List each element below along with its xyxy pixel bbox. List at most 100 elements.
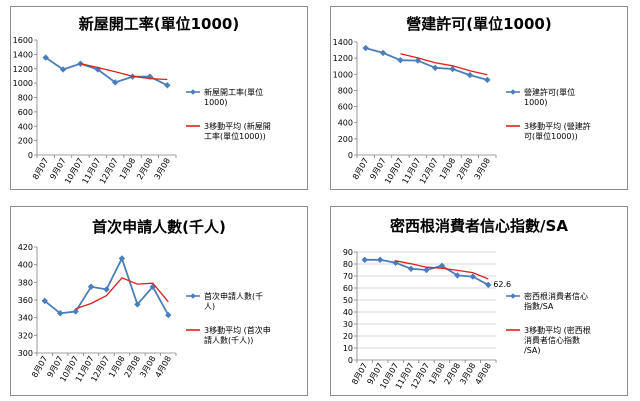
y-tick-label: 1200 xyxy=(333,54,353,63)
moving-average-line xyxy=(400,53,488,76)
y-tick-label: 0 xyxy=(348,356,353,365)
chart-panel-michigan-sentiment: 密西根消費者信心指數/SA 0 10 20 30 40 50 60 70 80 90 8月07 9月07… xyxy=(330,206,628,396)
x-tick-label: 2月08 xyxy=(455,157,474,182)
y-tick-label: 20 xyxy=(343,332,353,341)
y-tick-label: 320 xyxy=(18,331,33,340)
chart-svg: 營建許可(單位1000) 0 200 400 600 800 1000 1200 1400 8月0… xyxy=(333,15,591,186)
legend-marker xyxy=(190,293,196,299)
x-tick-label: 8月07 xyxy=(31,157,50,182)
y-tick-label: 70 xyxy=(343,272,353,281)
data-point xyxy=(87,283,95,290)
y-tick-label: 0 xyxy=(28,151,33,160)
data-point xyxy=(118,255,126,262)
x-tick-label: 2月08 xyxy=(135,157,154,182)
y-tick-label: 200 xyxy=(18,137,33,146)
legend-entry: 新屋開工率(單位 1000) xyxy=(204,87,263,107)
data-point xyxy=(431,64,439,72)
y-tick-label: 80 xyxy=(343,260,353,269)
y-tick-label: 800 xyxy=(338,86,353,95)
data-point xyxy=(134,301,141,308)
y-tick-label: 800 xyxy=(18,94,33,103)
moving-average-line xyxy=(80,62,168,81)
y-tick-label: 340 xyxy=(18,314,33,323)
y-tick-label: 400 xyxy=(18,122,33,131)
data-point xyxy=(484,76,491,84)
x-tick-label: 1月08 xyxy=(438,157,457,182)
chart-title: 新屋開工率(單位1000) xyxy=(79,15,239,33)
moving-average-line xyxy=(75,277,169,310)
y-tick-label: 1600 xyxy=(13,36,33,45)
y-tick-label: 600 xyxy=(18,108,33,117)
legend-marker xyxy=(510,89,516,95)
x-tick-label: 3月08 xyxy=(153,157,172,182)
data-point xyxy=(361,256,368,263)
y-tick-label: 400 xyxy=(18,261,33,270)
data-point xyxy=(165,311,172,319)
chart-svg: 密西根消費者信心指數/SA01020304050607080908月079月07… xyxy=(343,217,591,391)
legend-entry: 3移動平均 (營建許可(單位1000)) xyxy=(524,121,591,141)
chart-svg: 新屋開工率(單位1000) 0 200 400 600 800 1000 1200 1400 16… xyxy=(13,15,271,186)
data-point xyxy=(423,266,430,274)
y-tick-label: 90 xyxy=(343,248,353,257)
data-point xyxy=(438,262,446,269)
y-tick-label: 1200 xyxy=(13,65,33,74)
y-tick-label: 600 xyxy=(338,103,353,112)
legend-marker xyxy=(190,89,196,95)
legend-entry: 首次申請人數(千人) xyxy=(204,291,263,311)
y-tick-label: 400 xyxy=(338,119,353,128)
data-label: 62.6 xyxy=(493,280,511,289)
y-tick-label: 1400 xyxy=(13,50,33,59)
data-point xyxy=(56,310,64,317)
chart-panel-housing-starts: 新屋開工率(單位1000) 0 200 400 600 800 1000 1200 1400 16… xyxy=(10,6,308,190)
x-tick-label: 3月08 xyxy=(473,157,492,182)
legend-entry: 3移動平均 (密西根消費者信心指數/SA) xyxy=(524,325,591,355)
legend-marker xyxy=(510,293,516,299)
moving-average-line xyxy=(395,260,489,280)
chart-title: 首次申請人數(千人) xyxy=(92,218,226,236)
y-tick-label: 10 xyxy=(343,344,353,353)
x-tick-label: 4月08 xyxy=(474,362,493,387)
y-tick-label: 1000 xyxy=(13,79,33,88)
data-point xyxy=(149,283,157,290)
data-point xyxy=(72,308,79,315)
chart-panel-jobless-claims: 首次申請人數(千人) 300 320 340 360 380 400 420 8月07 9月07 1… xyxy=(10,206,308,396)
y-tick-label: 40 xyxy=(343,308,353,317)
chart-title: 營建許可(單位1000) xyxy=(406,15,551,33)
y-tick-label: 360 xyxy=(18,296,33,305)
x-tick-label: 1月08 xyxy=(118,157,137,182)
y-tick-label: 1400 xyxy=(333,38,353,47)
data-point xyxy=(469,273,477,280)
data-point xyxy=(449,65,456,73)
data-point xyxy=(392,259,399,266)
y-tick-label: 380 xyxy=(18,278,33,287)
y-tick-label: 50 xyxy=(343,296,353,305)
data-point xyxy=(362,44,369,52)
data-point xyxy=(164,82,171,89)
y-tick-label: 30 xyxy=(343,320,353,329)
x-tick-label: 4月08 xyxy=(154,355,173,380)
data-point xyxy=(379,49,387,57)
data-point xyxy=(397,56,404,64)
y-tick-label: 200 xyxy=(338,135,353,144)
x-tick-label: 8月07 xyxy=(351,157,370,182)
data-point xyxy=(376,256,384,263)
chart-panel-building-permits: 營建許可(單位1000) 0 200 400 600 800 1000 1200 1400 8月0… xyxy=(330,6,628,190)
y-tick-label: 420 xyxy=(18,243,33,252)
y-tick-label: 0 xyxy=(348,151,353,160)
data-point xyxy=(146,73,154,80)
data-point xyxy=(41,297,48,305)
data-point xyxy=(103,286,110,293)
y-tick-label: 1000 xyxy=(333,70,353,79)
legend-entry: 營建許可(單位 1000) xyxy=(524,87,575,107)
data-point xyxy=(59,66,67,73)
data-point xyxy=(407,265,415,272)
y-tick-label: 300 xyxy=(18,349,33,358)
y-tick-label: 60 xyxy=(343,284,353,293)
data-point xyxy=(485,281,492,289)
legend-entry: 3移動平均 (新屋開工率(單位1000)) xyxy=(204,121,271,141)
data-point xyxy=(111,79,119,86)
chart-title: 密西根消費者信心指數/SA xyxy=(390,217,568,235)
data-point xyxy=(42,54,49,61)
data-point xyxy=(414,57,422,64)
data-point xyxy=(466,71,474,79)
